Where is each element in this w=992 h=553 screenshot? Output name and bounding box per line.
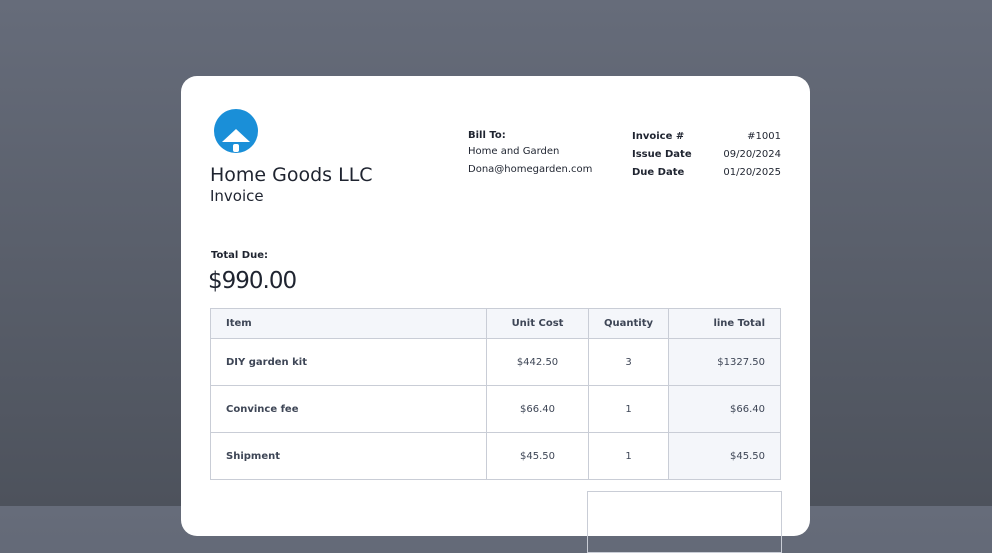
meta-value: 09/20/2024 <box>723 149 781 160</box>
meta-label: Invoice # <box>632 131 685 142</box>
table-cell: $66.40 <box>486 385 589 433</box>
table-cell: Shipment <box>210 432 487 480</box>
document-label: Invoice <box>210 187 264 205</box>
subtotal-box <box>587 491 782 553</box>
column-header: line Total <box>668 308 781 339</box>
table-cell: 1 <box>588 385 669 433</box>
column-header: Quantity <box>588 308 669 339</box>
table-cell: $1327.50 <box>668 338 781 386</box>
items-table: Item Unit Cost Quantity line Total DIY gard… <box>210 308 781 480</box>
table-cell: 3 <box>588 338 669 386</box>
meta-label: Issue Date <box>632 149 692 160</box>
column-header: Unit Cost <box>486 308 589 339</box>
logo <box>214 109 258 153</box>
table-cell: $45.50 <box>486 432 589 480</box>
bill-to-email: Dona@homegarden.com <box>468 164 593 175</box>
table-cell: $442.50 <box>486 338 589 386</box>
meta-value: 01/20/2025 <box>723 167 781 178</box>
invoice-card: Home Goods LLC Invoice Bill To: Home and… <box>181 76 810 553</box>
company-name: Home Goods LLC <box>210 164 373 186</box>
table-row: DIY garden kit $442.50 3 $1327.50 <box>210 338 781 386</box>
table-cell: Convince fee <box>210 385 487 433</box>
table-cell: DIY garden kit <box>210 338 487 386</box>
meta-label: Due Date <box>632 167 685 178</box>
total-due-value: $990.00 <box>208 268 297 294</box>
total-due-label: Total Due: <box>211 250 269 261</box>
table-cell: $66.40 <box>668 385 781 433</box>
column-header: Item <box>210 308 487 339</box>
bill-to-name: Home and Garden <box>468 146 560 157</box>
table-cell: 1 <box>588 432 669 480</box>
table-row: Convince fee $66.40 1 $66.40 <box>210 385 781 433</box>
bill-to-label: Bill To: <box>468 130 506 141</box>
table-cell: $45.50 <box>668 432 781 480</box>
meta-value: #1001 <box>747 131 781 142</box>
table-row: Shipment $45.50 1 $45.50 <box>210 432 781 480</box>
